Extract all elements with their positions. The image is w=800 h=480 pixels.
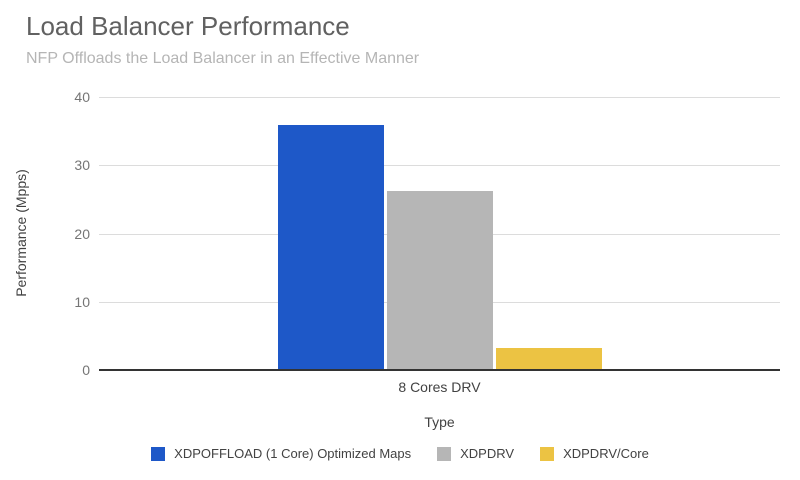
x-axis-baseline	[99, 369, 780, 371]
chart-title: Load Balancer Performance	[26, 11, 350, 41]
y-tick-label-20: 20	[74, 225, 90, 242]
bar-group	[277, 97, 602, 370]
y-tick-label-10: 10	[74, 293, 90, 310]
bar-series-0	[277, 124, 384, 370]
gridline-30	[99, 165, 780, 167]
gridline-40	[99, 97, 780, 98]
legend-item-0: XDPOFFLOAD (1 Core) Optimized Maps	[151, 446, 411, 461]
legend-swatch-icon	[437, 446, 452, 461]
x-category-label: 8 Cores DRV	[398, 379, 481, 395]
plot-area: 0 10 20 30 40	[74, 89, 780, 378]
legend-label: XDPOFFLOAD (1 Core) Optimized Maps	[174, 446, 412, 461]
bar-series-2	[495, 348, 602, 370]
legend-swatch-icon	[540, 446, 555, 461]
y-axis-title: Performance (Mpps)	[13, 169, 29, 297]
legend: XDPOFFLOAD (1 Core) Optimized Maps XDPDRV…	[0, 446, 800, 461]
y-tick-label-0: 0	[82, 362, 90, 378]
y-tick-label-40: 40	[74, 89, 90, 105]
x-axis-title: Type	[424, 414, 455, 430]
legend-item-2: XDPDRV/Core	[540, 446, 649, 461]
chart-subtitle: NFP Offloads the Load Balancer in an Eff…	[26, 50, 420, 67]
legend-label: XDPDRV	[460, 446, 515, 461]
bar-series-1	[386, 191, 493, 370]
legend-item-1: XDPDRV	[437, 446, 514, 461]
legend-swatch-icon	[151, 446, 166, 461]
y-tick-label-30: 30	[74, 157, 90, 174]
legend-label: XDPDRV/Core	[563, 446, 649, 461]
